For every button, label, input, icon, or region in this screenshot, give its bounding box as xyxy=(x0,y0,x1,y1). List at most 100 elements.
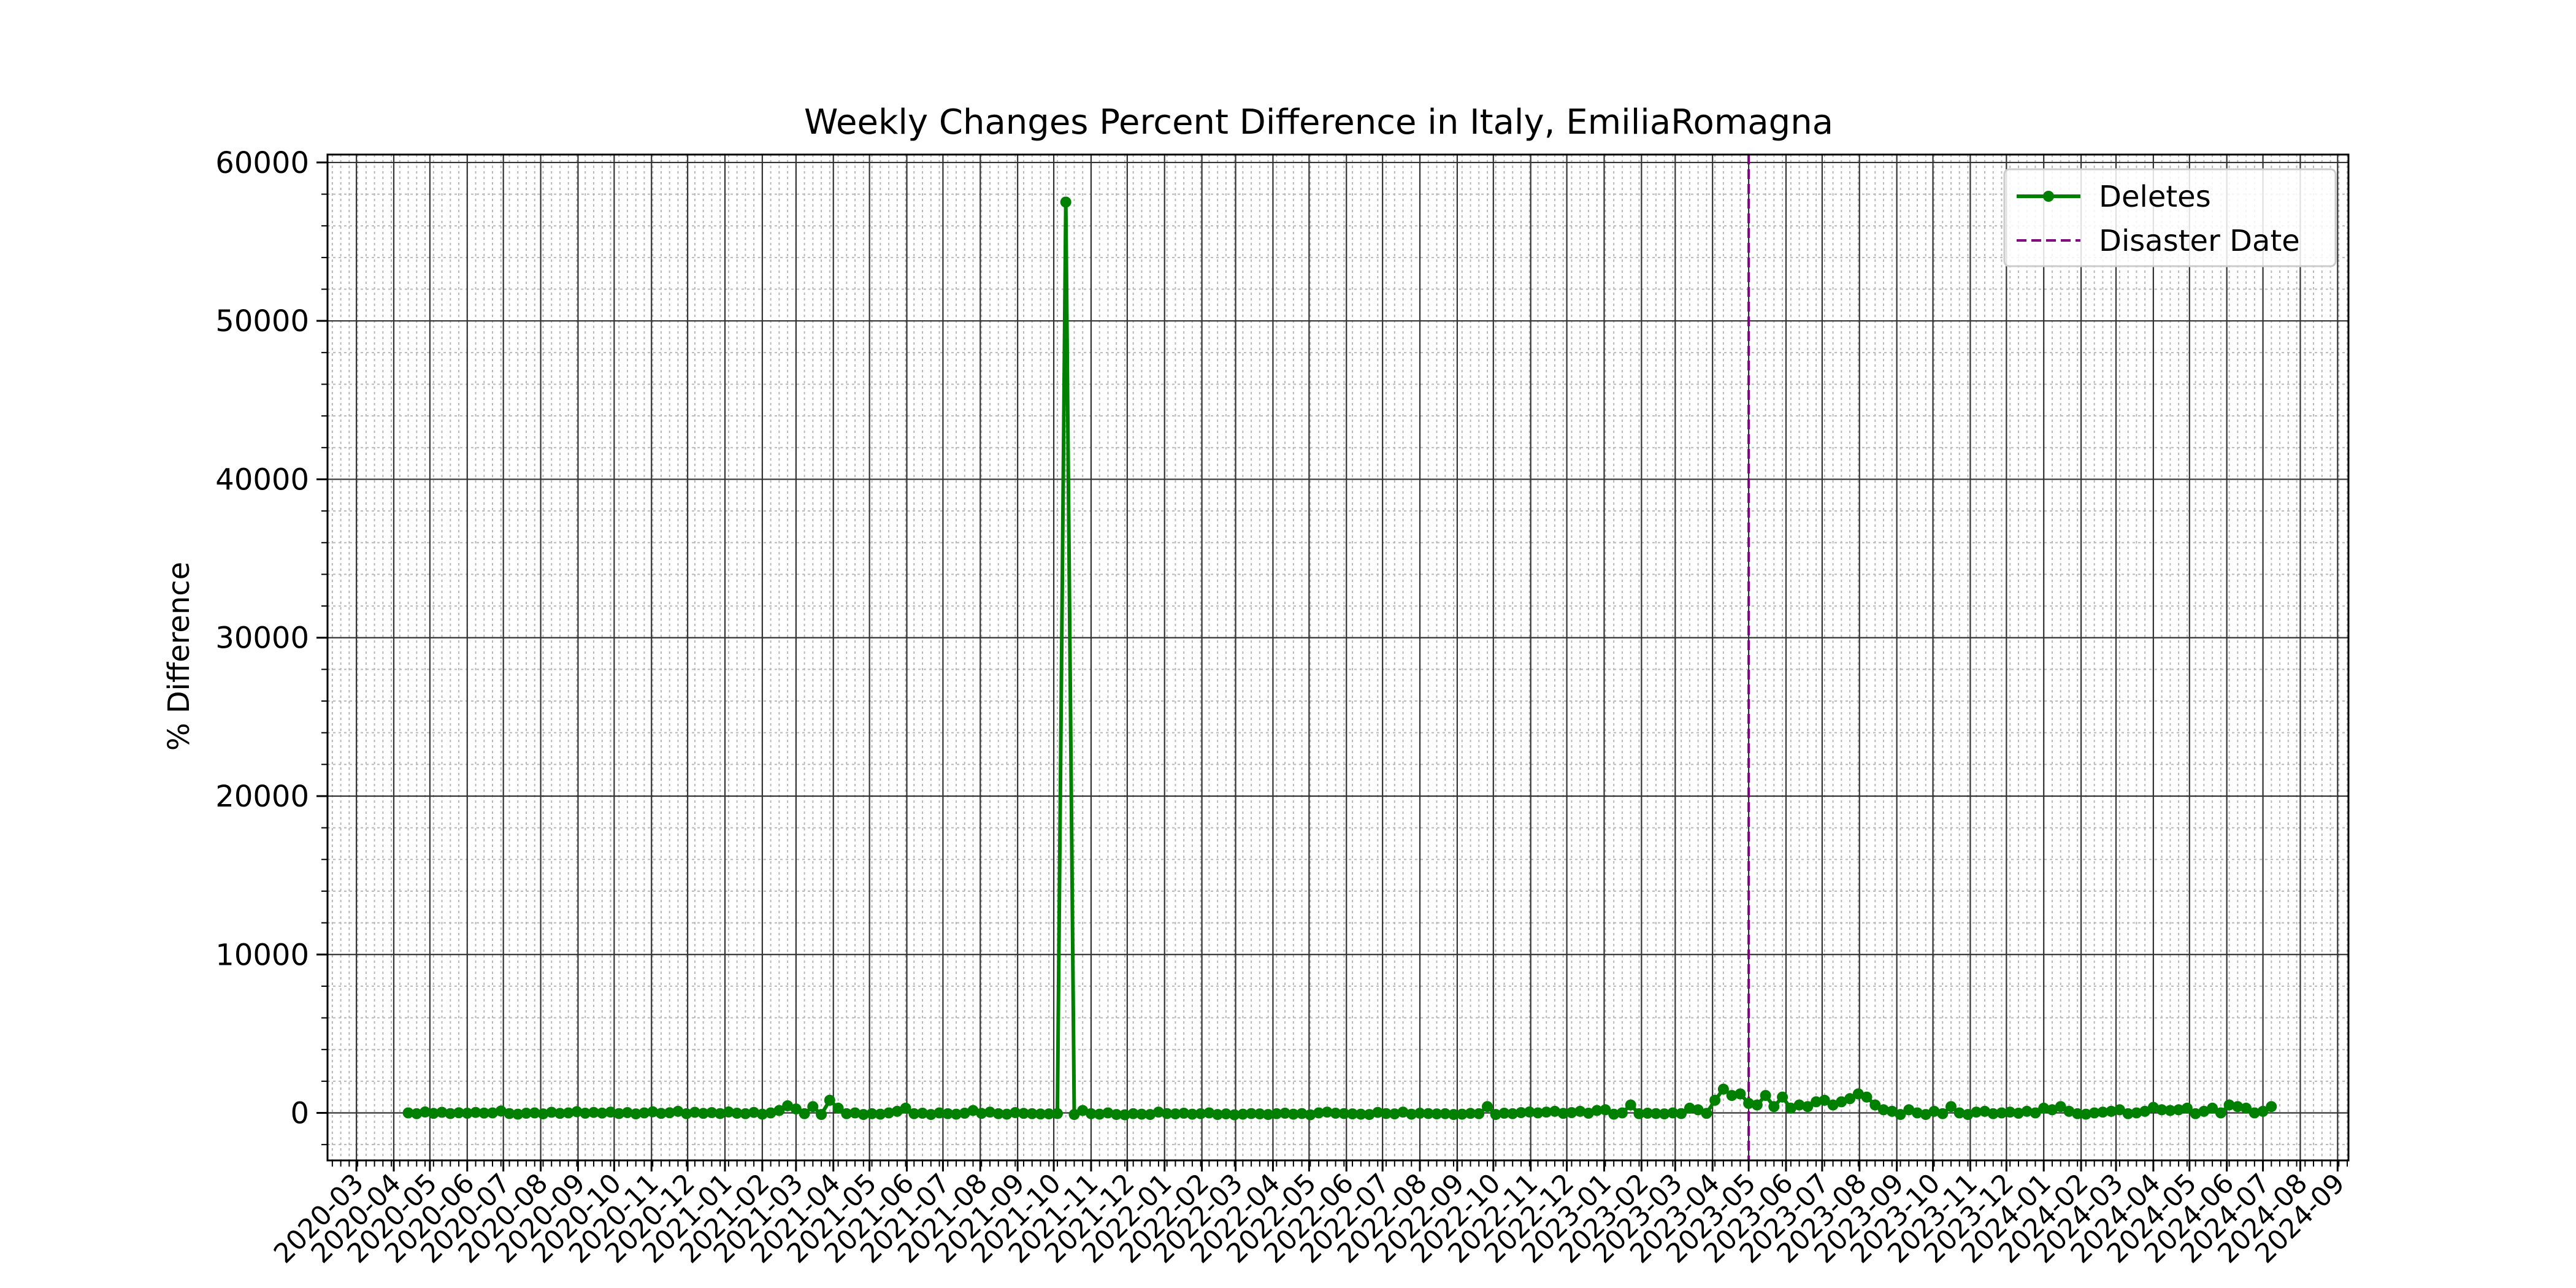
data-point xyxy=(1895,1109,1906,1121)
data-point xyxy=(857,1109,869,1121)
data-point xyxy=(1878,1104,1889,1116)
data-point xyxy=(1068,1109,1080,1121)
data-point xyxy=(1414,1108,1425,1119)
data-point xyxy=(2207,1102,2218,1114)
data-point xyxy=(1161,1108,1173,1119)
data-point xyxy=(1431,1108,1443,1120)
data-point xyxy=(1010,1107,1021,1118)
data-point xyxy=(2063,1105,2075,1117)
data-point xyxy=(2131,1107,2142,1119)
data-point xyxy=(529,1107,540,1119)
data-point xyxy=(799,1108,810,1119)
data-point xyxy=(681,1108,692,1119)
data-point xyxy=(697,1108,709,1119)
data-point xyxy=(2223,1099,2235,1111)
data-point xyxy=(1094,1108,1105,1120)
data-point xyxy=(1035,1108,1046,1120)
y-tick-label: 0 xyxy=(290,1097,309,1131)
data-point xyxy=(2232,1101,2244,1113)
data-point xyxy=(1987,1108,1999,1119)
data-point xyxy=(816,1109,827,1121)
data-point xyxy=(1650,1108,1662,1119)
data-point xyxy=(807,1101,819,1113)
data-point xyxy=(715,1108,726,1119)
data-point xyxy=(1793,1099,1805,1111)
data-point xyxy=(655,1108,667,1119)
data-point xyxy=(1052,1108,1063,1119)
data-point xyxy=(613,1108,625,1119)
data-point xyxy=(1043,1108,1055,1120)
data-point xyxy=(638,1107,650,1119)
data-point xyxy=(554,1108,565,1119)
data-point xyxy=(1861,1091,1873,1103)
data-point xyxy=(992,1108,1004,1119)
data-point xyxy=(1945,1101,1957,1113)
data-point xyxy=(1971,1106,1982,1118)
data-point xyxy=(420,1106,431,1117)
data-point xyxy=(672,1105,684,1117)
data-point xyxy=(2072,1108,2083,1119)
data-point xyxy=(1490,1109,1501,1121)
legend-box xyxy=(2003,168,2337,267)
data-point xyxy=(1279,1108,1291,1119)
y-tick-label: 30000 xyxy=(215,621,309,656)
data-point xyxy=(2257,1105,2269,1117)
legend-label: Disaster Date xyxy=(2099,224,2300,258)
data-point xyxy=(1498,1108,1510,1119)
data-point xyxy=(2164,1105,2176,1116)
data-point xyxy=(1086,1108,1097,1119)
data-point xyxy=(765,1107,776,1119)
data-point xyxy=(773,1105,785,1116)
data-point xyxy=(1102,1107,1114,1119)
data-point xyxy=(1928,1105,1940,1117)
data-point xyxy=(537,1108,549,1120)
data-point xyxy=(2215,1107,2226,1119)
data-point xyxy=(925,1109,937,1121)
data-point xyxy=(841,1108,853,1119)
data-point xyxy=(1127,1108,1139,1119)
chart-title: Weekly Changes Percent Difference in Ita… xyxy=(804,102,1833,142)
data-point xyxy=(1735,1088,1746,1100)
data-point xyxy=(689,1106,700,1118)
data-point xyxy=(470,1106,481,1118)
data-point xyxy=(900,1102,911,1114)
data-point xyxy=(942,1108,954,1119)
data-point xyxy=(1852,1088,1864,1100)
data-point xyxy=(1886,1105,1898,1117)
data-point xyxy=(2046,1104,2058,1116)
data-point xyxy=(1819,1094,1830,1106)
data-point xyxy=(1726,1090,1738,1102)
data-point xyxy=(891,1105,903,1117)
data-point xyxy=(1473,1108,1485,1119)
data-point xyxy=(571,1106,583,1117)
grid-minor xyxy=(328,155,2348,1160)
data-point xyxy=(1979,1105,1990,1117)
data-point xyxy=(723,1106,734,1117)
data-point xyxy=(1136,1108,1148,1120)
data-point xyxy=(1557,1108,1569,1119)
data-point xyxy=(1406,1108,1417,1120)
data-point xyxy=(562,1107,574,1119)
data-point xyxy=(849,1107,861,1119)
data-point xyxy=(1220,1108,1232,1120)
data-point xyxy=(1692,1104,1704,1116)
data-point xyxy=(1777,1091,1788,1103)
y-tick-label: 20000 xyxy=(215,780,309,814)
legend: Deletes Disaster Date xyxy=(2003,168,2337,267)
y-axis: 0 10000 20000 30000 40000 50000 60000 xyxy=(215,146,328,1146)
data-point xyxy=(1305,1109,1316,1121)
data-point xyxy=(2147,1102,2159,1113)
data-point xyxy=(731,1108,743,1119)
data-point xyxy=(427,1108,439,1119)
data-point xyxy=(1616,1107,1628,1119)
data-point xyxy=(1422,1108,1434,1119)
data-point xyxy=(2248,1107,2260,1119)
data-point xyxy=(1937,1108,1949,1119)
data-point xyxy=(1355,1108,1367,1120)
data-point xyxy=(504,1108,515,1119)
data-point xyxy=(1144,1109,1156,1121)
data-point xyxy=(2190,1108,2201,1119)
data-point xyxy=(1262,1109,1274,1121)
data-point xyxy=(2266,1101,2277,1113)
data-point xyxy=(976,1108,987,1119)
